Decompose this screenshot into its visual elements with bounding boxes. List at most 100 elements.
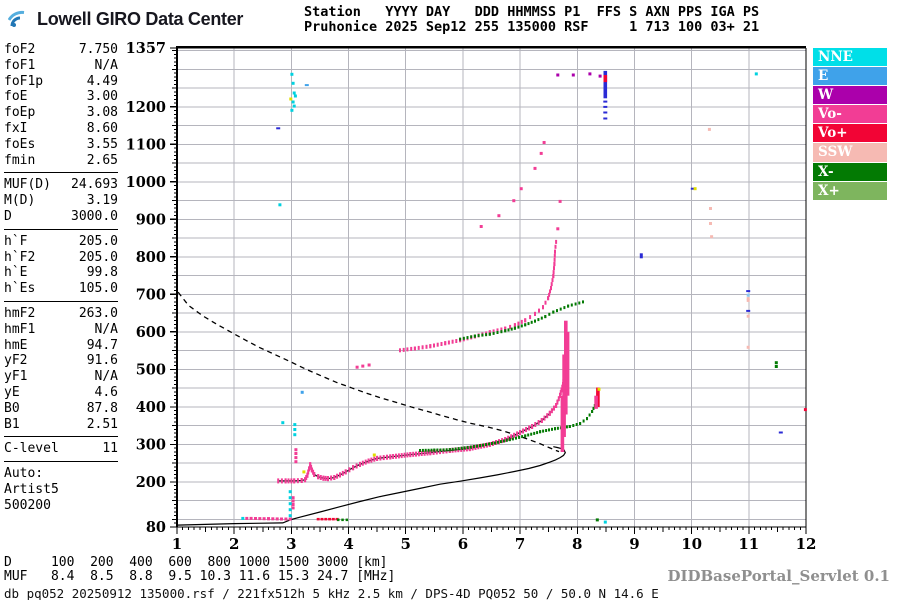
- brand: Lowell GIRO Data Center: [7, 4, 244, 34]
- svg-text:1200: 1200: [126, 99, 166, 116]
- svg-text:2: 2: [229, 535, 239, 553]
- param-foEs: foEs 3.55: [4, 137, 118, 153]
- status-bar: db pq052 20250912 135000.rsf / 221fx512h…: [4, 586, 659, 600]
- param-hF2: h`F2 205.0: [4, 250, 118, 266]
- param-foF1p: foF1p 4.49: [4, 74, 118, 90]
- param-Artist5: Artist5: [4, 482, 118, 498]
- param-value: 99.8: [86, 265, 118, 281]
- param-Auto: Auto:: [4, 466, 118, 482]
- svg-text:700: 700: [136, 286, 166, 303]
- param-value: 205.0: [78, 233, 118, 249]
- svg-text:200: 200: [136, 474, 166, 491]
- param-yF1: yF1 N/A: [4, 369, 118, 385]
- param-MUF(D): MUF(D) 24.693: [4, 177, 118, 193]
- param-value: 3.00: [86, 89, 118, 105]
- param-label: foF1p: [4, 73, 44, 89]
- svg-text:5: 5: [401, 535, 411, 553]
- scatter-echoes: [241, 72, 807, 524]
- distance-row: D 100 200 400 600 800 1000 1500 3000 [km…: [4, 555, 388, 570]
- svg-text:4: 4: [343, 535, 353, 553]
- polarization-legend: NNE E W Vo- Vo+ SSW X- X+: [813, 48, 887, 201]
- param-value: 2.51: [86, 416, 118, 432]
- axis-labels: 8020030040050060070080090010001100120013…: [126, 40, 817, 553]
- param-separator: [4, 228, 118, 230]
- param-foEp: foEp 3.08: [4, 105, 118, 121]
- param-label: B1: [4, 416, 20, 432]
- svg-text:6: 6: [458, 535, 468, 553]
- param-label: hmE: [4, 337, 28, 353]
- svg-text:12: 12: [796, 535, 817, 553]
- param-label: D: [4, 208, 12, 224]
- svg-text:3: 3: [286, 535, 296, 553]
- param-hmF1: hmF1 N/A: [4, 322, 118, 338]
- legend-item-x: X-: [813, 162, 887, 181]
- param-label: foEp: [4, 105, 36, 121]
- param-label: yF2: [4, 353, 28, 369]
- param-label: yE: [4, 384, 20, 400]
- param-B0: B0 87.8: [4, 401, 118, 417]
- param-label: hmF2: [4, 305, 36, 321]
- station-header-values: Pruhonice 2025 Sep12 255 135000 RSF 1 71…: [304, 18, 760, 35]
- param-value: 3000.0: [71, 208, 118, 224]
- svg-text:7: 7: [515, 535, 525, 553]
- param-D: D 3000.0: [4, 209, 118, 225]
- param-value: 3.08: [86, 105, 118, 121]
- param-label: C-level: [4, 441, 59, 457]
- param-value: 2.65: [86, 152, 118, 168]
- param-hF: h`F 205.0: [4, 234, 118, 250]
- legend-item-vo: Vo+: [813, 124, 887, 143]
- muf-row: MUF 8.4 8.5 8.8 9.5 10.3 11.6 15.3 24.7 …: [4, 569, 396, 584]
- param-value: N/A: [94, 369, 118, 385]
- legend-item-vo: Vo-: [813, 105, 887, 124]
- svg-text:9: 9: [629, 535, 639, 553]
- param-value: 263.0: [78, 305, 118, 321]
- param-hEs: h`Es 105.0: [4, 281, 118, 297]
- station-header: Station YYYY DAY DDD HHMMSS P1 FFS S AXN…: [304, 5, 759, 34]
- station-header-columns: Station YYYY DAY DDD HHMMSS P1 FFS S AXN…: [304, 4, 760, 20]
- param-separator: [4, 300, 118, 302]
- param-value: 4.6: [94, 384, 118, 400]
- legend-item-x: X+: [813, 181, 887, 200]
- svg-text:1100: 1100: [126, 136, 166, 153]
- brand-title: Lowell GIRO Data Center: [37, 8, 244, 29]
- second-hop-x-trace: [459, 300, 584, 341]
- svg-text:900: 900: [136, 211, 166, 228]
- param-label: hmF1: [4, 321, 36, 337]
- es-layer-traces: [245, 516, 349, 522]
- param-value: 87.8: [86, 400, 118, 416]
- param-value: 7.750: [78, 42, 118, 57]
- parameter-panel: foF2 7.750 foF1 N/A foF1p 4.49 foE 3.00 foEp 3.08…: [4, 42, 118, 514]
- param-C-level: C-level 11: [4, 441, 118, 457]
- true-height-profile: [176, 446, 566, 526]
- svg-text:1: 1: [172, 535, 182, 553]
- param-fxI: fxI 8.60: [4, 121, 118, 137]
- param-label: M(D): [4, 193, 36, 209]
- param-value: N/A: [94, 57, 118, 73]
- param-value: 91.6: [86, 353, 118, 369]
- svg-text:300: 300: [136, 436, 166, 453]
- param-label: h`F: [4, 233, 28, 249]
- param-value: 8.60: [86, 120, 118, 136]
- param-label: 500200: [4, 497, 51, 513]
- param-label: fmin: [4, 152, 36, 168]
- svg-text:500: 500: [136, 361, 166, 378]
- param-value: 105.0: [78, 281, 118, 297]
- param-label: h`Es: [4, 281, 36, 297]
- param-B1: B1 2.51: [4, 417, 118, 433]
- param-value: 4.49: [86, 73, 118, 89]
- param-label: Auto:: [4, 466, 44, 482]
- svg-text:80: 80: [146, 519, 166, 536]
- param-foF2: foF2 7.750: [4, 42, 118, 58]
- o-trace-echoes: [277, 329, 567, 484]
- param-fmin: fmin 2.65: [4, 153, 118, 169]
- param-value: N/A: [94, 321, 118, 337]
- param-hE: h`E 99.8: [4, 265, 118, 281]
- param-label: yF1: [4, 369, 28, 385]
- param-value: 205.0: [78, 249, 118, 265]
- second-hop-o-trace: [399, 239, 558, 353]
- svg-text:800: 800: [136, 249, 166, 266]
- svg-text:11: 11: [738, 535, 759, 553]
- plot-grid: [177, 48, 806, 527]
- param-label: fxI: [4, 120, 28, 136]
